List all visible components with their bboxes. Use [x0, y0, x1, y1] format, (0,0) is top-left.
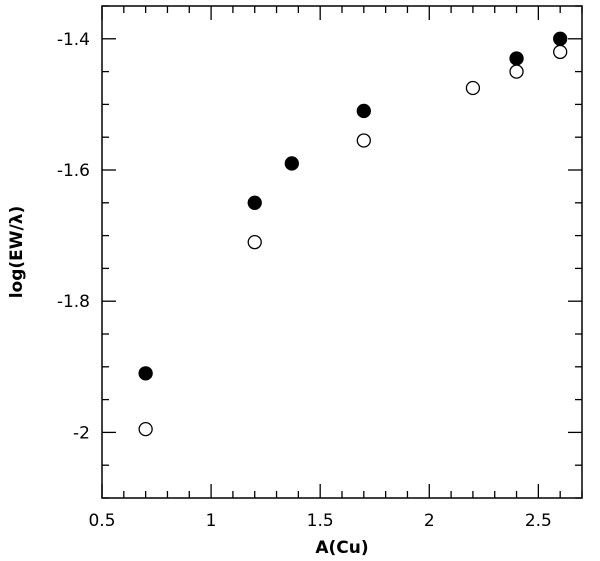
filled-data-point: [138, 366, 153, 381]
open-data-point: [356, 133, 371, 148]
y-axis-ticks: -2 -1.8 -1.6 -1.4: [57, 5, 582, 499]
y-tick-label: -1.6: [57, 161, 90, 181]
filled-data-point: [284, 156, 299, 171]
x-axis-label: A(Cu): [315, 538, 368, 558]
open-data-point: [247, 235, 262, 250]
open-data-point: [138, 421, 153, 437]
x-axis-ticks: 0.5 1 1.5 2 2.5: [88, 6, 583, 531]
x-tick-label: 2.5: [525, 511, 552, 531]
open-data-point: [553, 44, 568, 60]
filled-data-point: [509, 51, 524, 66]
filled-data-point: [553, 31, 568, 46]
y-tick-label: -2: [73, 423, 90, 443]
x-tick-label: 1: [206, 511, 217, 531]
x-tick-label: 2: [424, 511, 435, 531]
open-data-point: [465, 80, 481, 96]
y-tick-label: -1.8: [57, 292, 90, 312]
plot-frame: [101, 5, 583, 499]
filled-data-point: [356, 103, 371, 119]
data-points: [138, 31, 568, 437]
open-data-point: [509, 64, 524, 79]
y-axis-label: log(EW/λ): [7, 206, 27, 299]
filled-data-point: [247, 195, 262, 210]
x-tick-label: 1.5: [307, 511, 334, 531]
y-tick-label: -1.4: [57, 30, 90, 50]
x-tick-label: 0.5: [88, 511, 115, 531]
